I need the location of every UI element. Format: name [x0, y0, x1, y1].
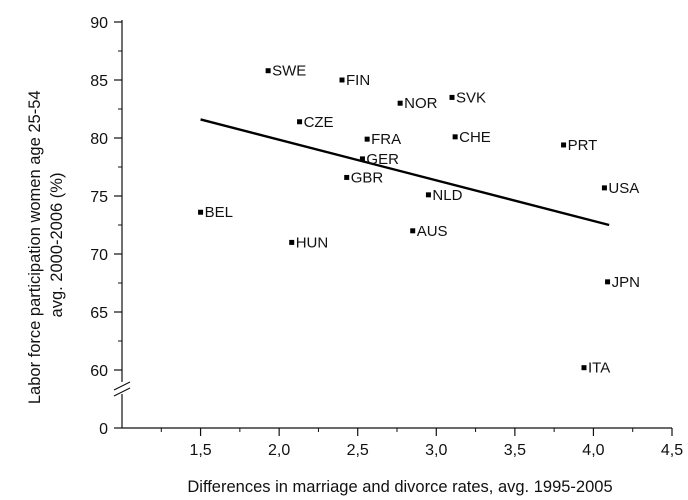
- x-tick-label: 2,5: [347, 442, 369, 459]
- x-tick-label: 1,5: [189, 442, 211, 459]
- data-point-cze: [297, 119, 303, 125]
- data-point-che: [452, 134, 458, 140]
- y-tick-label: 65: [90, 305, 108, 322]
- x-tick-label: 4,5: [661, 442, 683, 459]
- trend-line-group: [200, 118, 610, 227]
- x-axis-title: Differences in marriage and divorce rate…: [187, 478, 612, 496]
- y-axis-title: Labor force participation women age 25-5…: [26, 86, 66, 404]
- data-point-label-cze: CZE: [304, 114, 334, 131]
- data-point-swe: [265, 68, 271, 74]
- y-tick-label: 70: [90, 247, 108, 264]
- data-point-bel: [198, 209, 204, 215]
- data-point-label-fin: FIN: [346, 72, 370, 89]
- data-point-label-gbr: GBR: [351, 169, 384, 186]
- data-point-label-bel: BEL: [205, 204, 233, 221]
- y-tick-label: 0: [99, 421, 108, 438]
- data-point-label-che: CHE: [459, 129, 491, 146]
- data-point-label-swe: SWE: [272, 63, 306, 80]
- data-point-label-fra: FRA: [371, 131, 401, 148]
- x-tick-label: 3,5: [504, 442, 526, 459]
- data-point-label-hun: HUN: [296, 234, 329, 251]
- data-point-label-nor: NOR: [404, 95, 438, 112]
- trend-line: [200, 118, 610, 227]
- y-tick-label: 60: [90, 363, 108, 380]
- y-axis-title-line-2: avg. 2000-2006 (%): [48, 173, 66, 318]
- x-tick-label: 4,0: [582, 442, 604, 459]
- y-tick-label: 80: [90, 131, 108, 148]
- y-tick-label: 85: [90, 73, 108, 90]
- y-axis-title-line-1: Labor force participation women age 25-5…: [26, 90, 44, 404]
- data-point-usa: [601, 185, 607, 191]
- x-tick-label: 2,0: [268, 442, 290, 459]
- ticks: 0 60 65 70 75 80 85 90 1,5 2,0 2,5 3,0 3,5 4,0 4,5: [90, 15, 683, 459]
- data-point-label-ger: GER: [366, 151, 399, 168]
- y-tick-label: 75: [90, 189, 108, 206]
- y-axis-break-mark-2: [113, 387, 131, 397]
- data-point-label-prt: PRT: [568, 137, 598, 154]
- data-point-label-ita: ITA: [588, 360, 610, 377]
- data-point-aus: [410, 228, 416, 234]
- data-point-ita: [581, 365, 587, 371]
- data-point-fra: [364, 136, 370, 142]
- data-point-label-nld: NLD: [432, 187, 462, 204]
- data-point-label-usa: USA: [608, 180, 639, 197]
- data-point-ger: [359, 156, 365, 162]
- data-point-label-jpn: JPN: [612, 274, 640, 291]
- x-tick-label: 3,0: [425, 442, 447, 459]
- data-point-label-svk: SVK: [456, 89, 486, 106]
- data-point-nld: [425, 192, 431, 198]
- y-axis-break-mark-1: [113, 381, 131, 391]
- data-point-label-aus: AUS: [417, 223, 448, 240]
- data-point-prt: [561, 142, 567, 148]
- data-point-svk: [449, 94, 455, 100]
- data-point-jpn: [605, 279, 611, 285]
- data-point-fin: [339, 77, 345, 83]
- y-tick-label: 90: [90, 15, 108, 32]
- data-point-hun: [289, 239, 295, 245]
- data-point-gbr: [344, 174, 350, 180]
- data-point-nor: [397, 100, 403, 106]
